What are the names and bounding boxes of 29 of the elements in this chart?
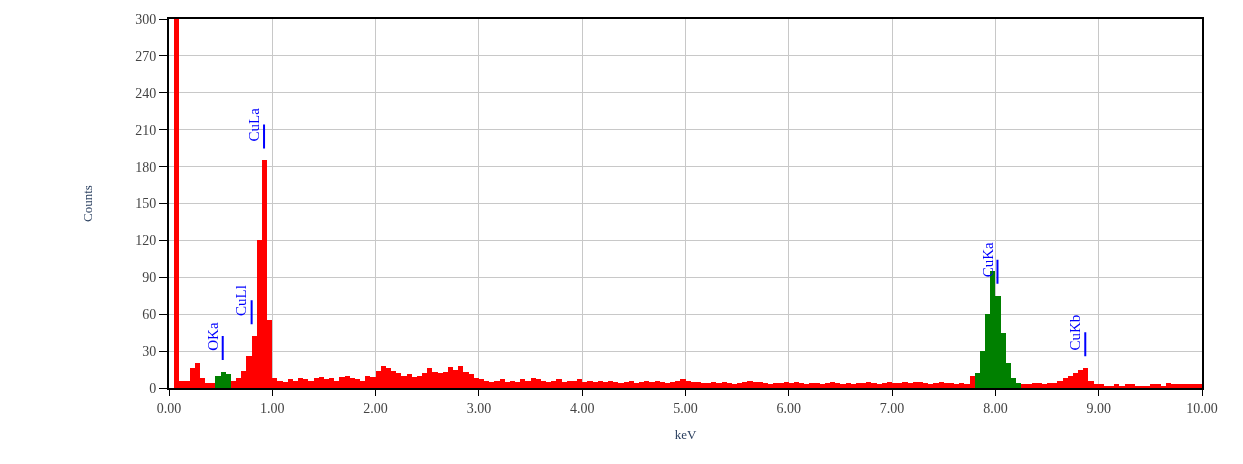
y-tick-label: 90	[142, 270, 157, 286]
x-tick-label: 2.00	[363, 400, 388, 416]
x-tick-label: 7.00	[879, 400, 905, 416]
annotation: CuLa	[245, 107, 262, 142]
x-tick-label: 0.00	[156, 400, 182, 416]
y-tick-label: 0	[149, 380, 157, 396]
x-tick-label: 3.00	[466, 400, 492, 416]
annotation: OKa	[204, 322, 221, 351]
annotation: CuKa	[979, 241, 996, 278]
y-tick-label: 120	[135, 233, 157, 249]
x-tick-label: 1.00	[260, 400, 285, 416]
y-tick-label: 300	[135, 11, 157, 27]
y-tick-label: 150	[135, 196, 157, 212]
y-tick-label: 60	[142, 307, 157, 323]
y-tick-label: 240	[135, 85, 157, 101]
x-tick-label: 8.00	[983, 400, 1008, 416]
y-tick-label: 210	[135, 122, 157, 138]
x-tick-label: 5.00	[673, 400, 698, 416]
x-axis-title: keV	[674, 426, 697, 442]
x-tick-label: 10.00	[1186, 400, 1218, 416]
annotation: CuLl	[233, 285, 250, 316]
y-axis-title: Counts	[79, 185, 95, 222]
x-tick-label: 4.00	[569, 400, 595, 416]
x-tick-label: 9.00	[1086, 400, 1111, 416]
y-tick-label: 180	[135, 159, 157, 175]
x-tick-label: 6.00	[776, 400, 802, 416]
y-tick-label: 30	[142, 344, 157, 359]
annotation: CuKb	[1066, 314, 1083, 351]
y-tick-label: 270	[135, 48, 157, 64]
